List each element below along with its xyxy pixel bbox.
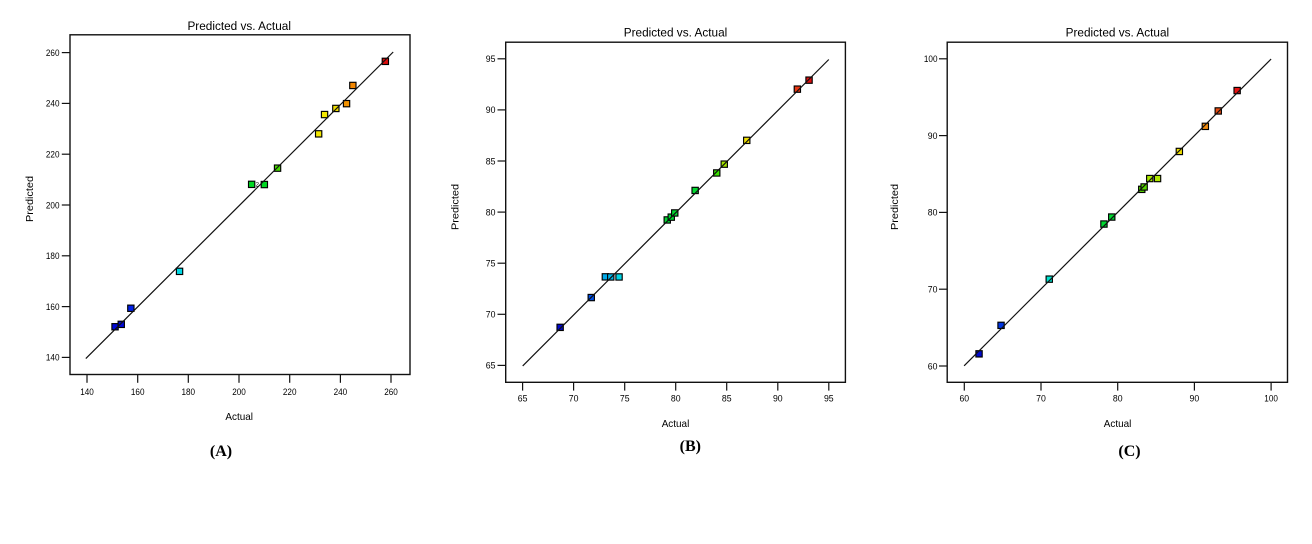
svg-text:Predicted vs. Actual: Predicted vs. Actual (624, 26, 728, 40)
svg-text:260: 260 (384, 387, 398, 398)
svg-text:80: 80 (671, 394, 681, 405)
svg-text:Actual: Actual (662, 418, 690, 430)
svg-text:85: 85 (722, 394, 732, 405)
svg-text:(A): (A) (210, 443, 232, 460)
svg-text:95: 95 (824, 394, 834, 405)
svg-text:240: 240 (334, 387, 348, 398)
svg-text:(C): (C) (1118, 443, 1140, 460)
svg-text:(B): (B) (680, 438, 701, 455)
svg-text:Actual: Actual (225, 411, 253, 423)
svg-text:160: 160 (46, 302, 60, 313)
svg-text:85: 85 (486, 156, 496, 167)
svg-text:80: 80 (928, 208, 938, 219)
svg-text:75: 75 (620, 394, 630, 405)
svg-text:90: 90 (1190, 394, 1200, 405)
svg-text:90: 90 (486, 105, 496, 116)
svg-text:Predicted: Predicted (889, 184, 901, 230)
svg-text:160: 160 (131, 387, 145, 398)
svg-text:90: 90 (928, 131, 938, 142)
svg-text:Predicted: Predicted (24, 176, 36, 222)
svg-text:95: 95 (486, 54, 496, 65)
svg-text:100: 100 (924, 54, 938, 65)
svg-text:60: 60 (928, 361, 938, 372)
svg-text:2: 2 (256, 182, 260, 188)
svg-text:180: 180 (182, 387, 196, 398)
svg-text:200: 200 (232, 387, 246, 398)
svg-text:80: 80 (1113, 394, 1123, 405)
svg-text:140: 140 (80, 387, 94, 398)
svg-text:Predicted vs. Actual: Predicted vs. Actual (187, 19, 291, 33)
svg-text:260: 260 (46, 48, 60, 59)
svg-text:90: 90 (773, 394, 783, 405)
svg-text:65: 65 (518, 394, 528, 405)
svg-text:180: 180 (46, 251, 60, 262)
svg-text:Predicted vs. Actual: Predicted vs. Actual (1066, 26, 1170, 40)
svg-text:75: 75 (486, 259, 496, 270)
svg-text:Actual: Actual (1104, 418, 1132, 430)
svg-text:65: 65 (486, 361, 496, 372)
svg-text:100: 100 (1264, 394, 1278, 405)
svg-text:240: 240 (46, 99, 60, 110)
svg-text:Predicted: Predicted (450, 184, 462, 230)
svg-text:70: 70 (486, 310, 496, 321)
svg-text:70: 70 (928, 285, 938, 296)
svg-text:200: 200 (46, 200, 60, 211)
svg-text:80: 80 (486, 207, 496, 218)
svg-text:220: 220 (283, 387, 297, 398)
svg-text:70: 70 (569, 394, 579, 405)
svg-text:60: 60 (959, 394, 969, 405)
svg-text:70: 70 (1036, 394, 1046, 405)
svg-text:220: 220 (46, 150, 60, 161)
svg-text:140: 140 (46, 353, 60, 364)
